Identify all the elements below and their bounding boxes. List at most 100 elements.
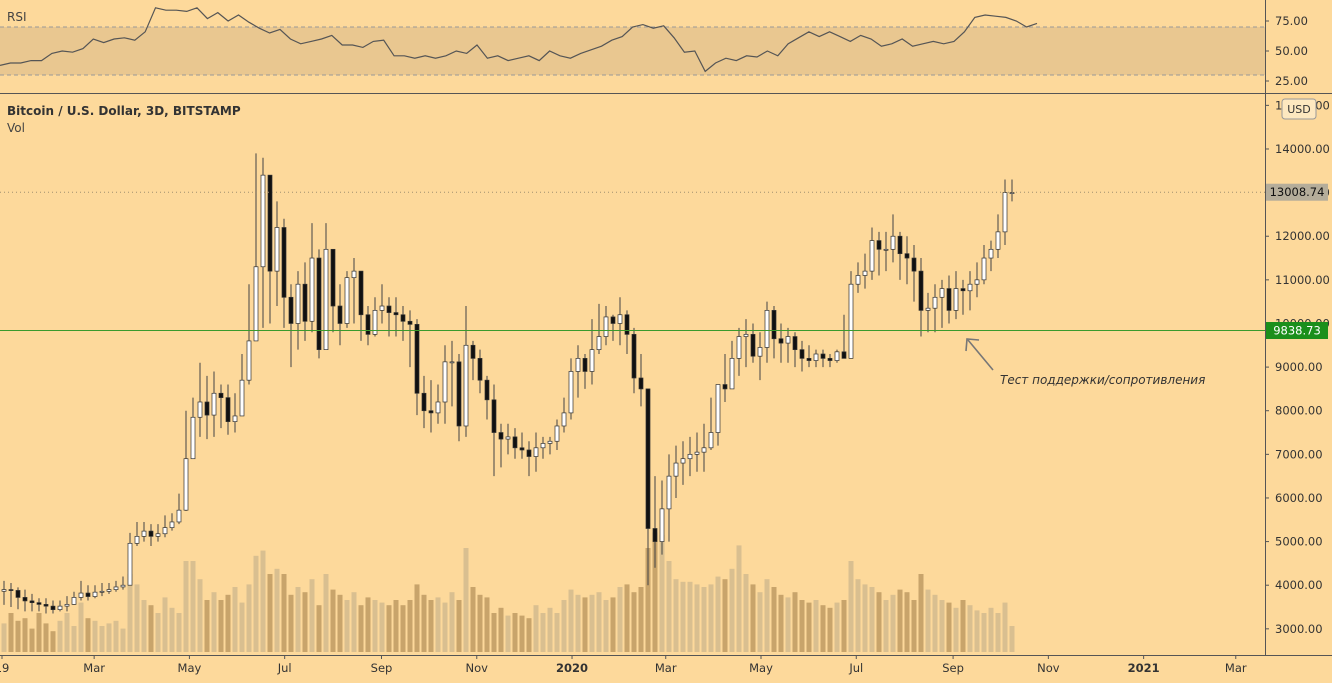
candle-body xyxy=(477,358,483,381)
candle-body xyxy=(596,336,602,350)
volume-bar xyxy=(15,620,21,652)
volume-bar xyxy=(246,584,252,652)
candle-body xyxy=(197,401,203,418)
candle-body xyxy=(659,508,665,542)
volume-bar xyxy=(547,607,553,652)
price-tick-label: 3000.00 xyxy=(1275,622,1323,636)
volume-bar xyxy=(792,592,798,652)
volume-bar xyxy=(862,584,868,652)
rsi-label: RSI xyxy=(7,10,27,24)
volume-bar xyxy=(127,574,133,652)
volume-bar xyxy=(638,587,644,652)
rsi-panel[interactable]: RSI 75.00 50.00 25.00 xyxy=(0,7,1308,88)
volume-bar xyxy=(729,568,735,652)
price-tick-label: 4000.00 xyxy=(1275,578,1323,592)
annotation-arrow xyxy=(967,339,994,371)
candle-body xyxy=(169,521,175,528)
candle-body xyxy=(330,248,336,307)
volume-bar xyxy=(1,623,7,652)
volume-bar xyxy=(442,602,448,652)
candle-body xyxy=(855,275,861,285)
candle-body xyxy=(547,440,553,444)
price-panel[interactable]: Bitcoin / U.S. Dollar, 3D, BITSTAMP Vol … xyxy=(0,104,1265,652)
time-tick-label: 19 xyxy=(0,661,9,675)
candle-body xyxy=(561,412,567,427)
time-tick-label: Mar xyxy=(1225,661,1247,675)
time-axis[interactable]: 19 Mar May Jul Sep Nov 2020 Mar May Jul Sep Nov 2021… xyxy=(0,655,1247,675)
candle-body xyxy=(645,388,651,529)
volume-bar xyxy=(281,574,287,652)
currency-badge[interactable]: USD xyxy=(1281,98,1317,120)
volume-bar xyxy=(554,613,560,652)
candle-body xyxy=(99,590,105,593)
support-price-box xyxy=(1266,322,1328,340)
candle-body xyxy=(904,253,910,259)
volume-bar xyxy=(848,561,854,652)
volume-bar xyxy=(778,594,784,652)
volume-bar xyxy=(498,607,504,652)
volume-bar xyxy=(610,597,616,652)
candle-body xyxy=(771,310,777,340)
candle-body xyxy=(57,605,63,610)
candle-body xyxy=(582,358,588,372)
candle-body xyxy=(666,475,672,510)
time-tick-label: Sep xyxy=(371,661,393,675)
volume-bar xyxy=(330,589,336,652)
volume-bar xyxy=(680,581,686,652)
candle-body xyxy=(239,379,245,417)
volume-bar xyxy=(911,600,917,652)
candle-body xyxy=(652,528,658,542)
time-tick-label: Mar xyxy=(83,661,105,675)
rsi-tick-label: 75.00 xyxy=(1275,14,1308,28)
candle-body xyxy=(442,361,448,403)
candle-body xyxy=(344,277,350,324)
volume-bar xyxy=(568,589,574,652)
volume-bar xyxy=(71,626,77,652)
volume-bar xyxy=(617,587,623,652)
volume-bar xyxy=(239,602,245,652)
last-price-value: 13008.74 xyxy=(1270,185,1325,199)
candle-body xyxy=(358,270,364,316)
candle-body xyxy=(379,305,385,311)
rsi-line xyxy=(0,7,1038,73)
candle-body xyxy=(813,353,819,361)
candle-body xyxy=(463,344,469,427)
candle-body xyxy=(960,288,966,292)
time-tick-label: Nov xyxy=(1037,661,1060,675)
candle-body xyxy=(589,349,595,372)
candle-body xyxy=(1,589,7,592)
candle-body xyxy=(8,589,14,591)
candle-body xyxy=(400,314,406,322)
volume-bar xyxy=(876,592,882,652)
time-tick-label: May xyxy=(178,661,202,675)
chart-title: Bitcoin / U.S. Dollar, 3D, BITSTAMP xyxy=(7,104,241,118)
volume-bar xyxy=(197,579,203,652)
candle-body xyxy=(71,597,77,605)
volume-bar xyxy=(99,626,105,652)
volume-bar xyxy=(561,600,567,652)
volume-bar xyxy=(274,568,280,652)
volume-bar xyxy=(400,605,406,652)
volume-bar xyxy=(8,613,14,652)
candle-body xyxy=(750,334,756,357)
volume-bar xyxy=(176,613,182,652)
volume-bar xyxy=(519,615,525,652)
volume-bar xyxy=(253,555,259,652)
volume-bar xyxy=(449,592,455,652)
volume-bar xyxy=(659,535,665,652)
candle-body xyxy=(22,597,28,602)
volume-bar xyxy=(603,600,609,652)
volume-bar xyxy=(946,602,952,652)
volume-bar xyxy=(309,579,315,652)
candle-body xyxy=(232,415,238,422)
volume-bar xyxy=(372,600,378,652)
candle-body xyxy=(820,353,826,359)
volume-bar xyxy=(953,607,959,652)
volume-bar xyxy=(974,610,980,652)
candle-body xyxy=(393,312,399,316)
candle-body xyxy=(414,323,420,394)
candle-body xyxy=(953,288,959,311)
volume-bar xyxy=(540,613,546,652)
candle-body xyxy=(1009,192,1015,194)
